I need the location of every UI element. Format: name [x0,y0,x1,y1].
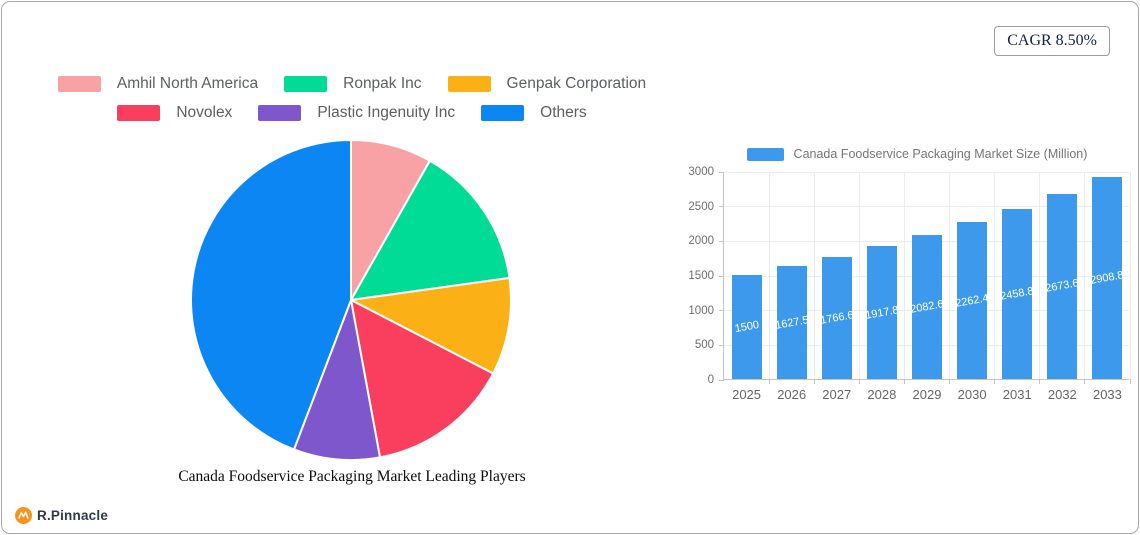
cagr-badge: CAGR 8.50% [994,26,1110,56]
bar-2032[interactable]: 2673.6 [1044,193,1080,379]
brand-logo: R.Pinnacle [15,507,108,524]
legend-label: Novolex [176,104,233,121]
gridline-x-8 [1084,172,1086,379]
x-axis-tick-9 [1129,379,1131,384]
bar-legend-label: Canada Foodservice Packaging Market Size… [793,147,1088,161]
legend-item-others[interactable]: Others [481,104,587,122]
bar-2027[interactable]: 1766.6 [819,256,855,379]
x-axis-tick-6 [994,379,996,384]
x-axis-label-2033: 2033 [1092,387,1122,402]
pie-legend-row-1: Amhil North America Ronpak Inc Genpak Corp… [57,75,647,93]
legend-item-plastic-ingenuity-inc[interactable]: Plastic Ingenuity Inc [258,104,455,122]
y-axis-tick-3000 [719,171,724,173]
gridline-x-6 [994,172,996,379]
bar-value-2033: 2908.8 [1089,269,1126,287]
bar-value-2030: 2262.4 [954,291,990,310]
bar-value-2029: 2082.6 [909,297,945,316]
bar-2030[interactable]: 2262.4 [954,222,990,379]
legend-item-novolex[interactable]: Novolex [117,104,232,122]
x-axis-label-2025: 2025 [732,387,762,402]
y-axis-label-2500: 2500 [688,200,714,213]
pie-slice-novolex[interactable] [350,299,495,459]
y-axis-label-2000: 2000 [688,235,714,248]
bar-value-2026: 1627.5 [774,313,810,332]
y-axis-tick-1000 [719,310,724,312]
pie-legend: Amhil North America Ronpak Inc Genpak Corp… [22,75,682,122]
y-axis-tick-2000 [719,240,724,242]
bar-value-2031: 2458.8 [999,284,1035,303]
legend-item-genpak-corporation[interactable]: Genpak Corporation [447,75,647,93]
x-axis-label-2026: 2026 [777,387,807,402]
gridline-x-4 [903,172,905,379]
pie-slice-plastic-ingenuity-inc[interactable] [292,299,381,461]
legend-label: Ronpak Inc [343,75,422,92]
brand-name: R.Pinnacle [37,508,109,523]
x-axis-tick-2 [813,379,815,384]
x-axis-label-2031: 2031 [1002,387,1032,402]
bar-value-2032: 2673.6 [1044,277,1080,296]
bar-2031[interactable]: 2458.8 [999,208,1035,379]
brand-logo-icon [15,507,32,524]
pie-slice-others[interactable] [190,139,352,451]
bar-legend-swatch [746,147,784,161]
bar-value-2025: 1500 [733,318,760,336]
legend-swatch-ronpak-inc [284,76,328,92]
bar-2025[interactable]: 1500 [731,275,762,379]
x-axis-tick-3 [858,379,860,384]
x-axis-label-2028: 2028 [867,387,897,402]
legend-swatch-novolex [117,105,161,121]
pie-legend-row-2: Novolex Plastic Ingenuity Inc Others [117,104,587,122]
legend-label: Genpak Corporation [506,75,647,92]
gridline-x-9 [1129,172,1131,379]
bar-2028[interactable]: 1917.8 [864,246,900,379]
legend-swatch-amhil-north-america [57,76,101,92]
legend-swatch-plastic-ingenuity-inc [258,105,302,121]
gridline-x-3 [858,172,860,379]
bar-value-2027: 1766.6 [819,308,855,327]
y-axis-tick-2500 [719,206,724,208]
x-axis-label-2030: 2030 [957,387,987,402]
x-axis-tick-1 [768,379,770,384]
y-axis-label-500: 500 [694,339,714,352]
x-axis-tick-8 [1084,379,1086,384]
bar-chart-plot: 0 500 1000 1500 2000 2500 3000 1500 2025 1627.5 20… [688,166,1131,402]
legend-item-amhil-north-america[interactable]: Amhil North America [57,75,259,93]
pie-chart [190,139,512,461]
bar-2029[interactable]: 2082.6 [909,234,945,379]
y-axis-tick-500 [719,344,724,346]
pie-chart-title: Canada Foodservice Packaging Market Lead… [178,468,526,485]
x-axis-label-2027: 2027 [822,387,852,402]
gridline-x-7 [1039,172,1041,379]
legend-item-ronpak-inc[interactable]: Ronpak Inc [284,75,422,93]
pie-slice-ronpak-inc[interactable] [350,159,511,301]
pie-slice-genpak-corporation[interactable] [350,276,512,375]
legend-label: Amhil North America [116,75,259,92]
y-axis-tick-1500 [719,275,724,277]
gridline-x-2 [813,172,815,379]
y-axis-tick-0 [719,379,724,381]
y-axis-label-0: 0 [707,374,714,386]
bar-value-2028: 1917.8 [864,303,900,322]
bar-2026[interactable]: 1627.5 [774,266,810,379]
x-axis-tick-7 [1039,379,1041,384]
gridline-y-3000 [724,171,1129,173]
y-axis-label-1000: 1000 [688,304,714,317]
gridline-x-1 [768,172,770,379]
x-axis-tick-4 [903,379,905,384]
legend-swatch-others [481,105,525,121]
gridline-y-2500 [724,206,1129,208]
x-axis-tick-5 [949,379,951,384]
bar-2033[interactable]: 2908.8 [1089,177,1126,379]
bar-legend[interactable]: Canada Foodservice Packaging Market Size… [702,147,1132,161]
gridline-x-5 [949,172,951,379]
x-axis-label-2032: 2032 [1047,387,1077,402]
legend-label: Others [540,104,587,121]
legend-label: Plastic Ingenuity Inc [317,104,456,121]
y-axis-label-1500: 1500 [688,270,714,282]
x-axis-label-2029: 2029 [912,387,942,402]
legend-swatch-genpak-corporation [447,76,491,92]
y-axis-label-3000: 3000 [688,166,714,178]
